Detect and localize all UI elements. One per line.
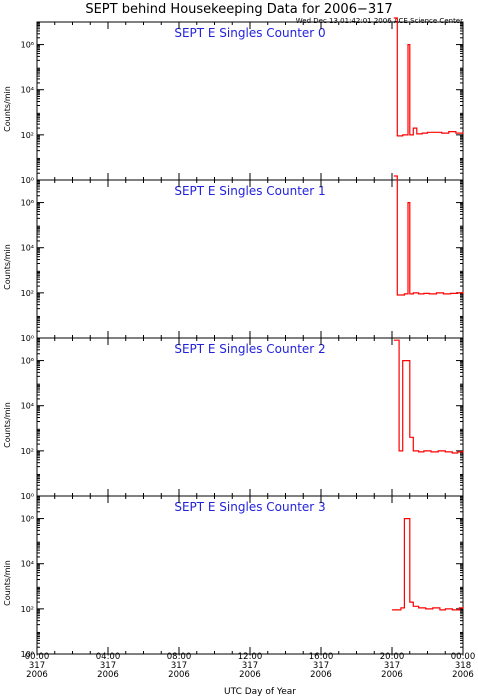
x-tick-text: 2006 — [239, 670, 261, 680]
x-tick-text: 2006 — [168, 670, 190, 680]
x-tick-text: 2006 — [381, 670, 403, 680]
y-tick-label: 10⁴ — [21, 560, 34, 569]
panel-frame — [36, 495, 464, 655]
y-tick-label: 10² — [21, 289, 34, 298]
panel-title: SEPT E Singles Counter 1 — [174, 184, 325, 198]
y-tick-label: 10⁴ — [21, 86, 34, 95]
panel-frame — [36, 21, 464, 181]
y-tick-label: 10⁶ — [21, 357, 34, 366]
x-tick-text: 317 — [313, 661, 329, 671]
y-tick-label: 10⁰ — [21, 176, 34, 185]
series-line — [392, 518, 464, 611]
panel-2: SEPT E Singles Counter 2 Counts/min 10⁰ 10²… — [3, 337, 464, 501]
panel-0: SEPT E Singles Counter 0 Counts/min 10⁰ 10²… — [3, 17, 464, 185]
x-tick-text: 317 — [242, 661, 258, 671]
x-tick-text: 04:00 — [96, 652, 121, 662]
x-tick-text: 08:00 — [167, 652, 192, 662]
y-tick-label: 10⁰ — [21, 492, 34, 501]
x-tick-text: 2006 — [26, 670, 48, 680]
panel-frame — [36, 179, 464, 339]
x-axis-label: UTC Day of Year — [224, 687, 296, 697]
x-axis: 00:00317200604:00317200608:00317200612:0… — [25, 652, 476, 680]
panel-title: SEPT E Singles Counter 0 — [174, 26, 325, 40]
y-tick-label: 10⁶ — [21, 41, 34, 50]
y-axis-label: Counts/min — [3, 86, 12, 132]
x-tick-text: 317 — [171, 661, 187, 671]
x-tick-text: 317 — [100, 661, 116, 671]
x-tick-text: 16:00 — [309, 652, 334, 662]
x-tick-text: 2006 — [97, 670, 119, 680]
panel-title: SEPT E Singles Counter 2 — [174, 342, 325, 356]
figure-title: SEPT behind Housekeeping Data for 2006−3… — [85, 2, 392, 17]
y-tick-label: 10⁶ — [21, 515, 34, 524]
x-tick-text: 20:00 — [380, 652, 405, 662]
y-tick-label: 10⁴ — [21, 244, 34, 253]
y-tick-label: 10⁶ — [21, 199, 34, 208]
y-tick-label: 10² — [21, 131, 34, 140]
x-tick-text: 2006 — [310, 670, 332, 680]
y-tick-label: 10² — [21, 447, 34, 456]
series-line — [393, 175, 464, 296]
y-tick-label: 10⁰ — [21, 334, 34, 343]
y-axis-label: Counts/min — [3, 560, 12, 606]
x-tick-text: 00:00 — [451, 652, 476, 662]
timestamp: Wed Dec 13 01:42:01 2006 ACE Science Cen… — [296, 17, 463, 25]
panel-3: SEPT E Singles Counter 3 Counts/min 10⁰ 10²… — [3, 495, 464, 659]
panel-title: SEPT E Singles Counter 3 — [174, 500, 325, 514]
y-tick-label: 10² — [21, 605, 34, 614]
x-tick-text: 2006 — [452, 670, 474, 680]
x-tick-text: 317 — [384, 661, 400, 671]
x-tick-text: 317 — [29, 661, 45, 671]
y-axis-label: Counts/min — [3, 402, 12, 448]
series-line — [393, 17, 464, 137]
y-tick-label: 10⁰ — [21, 650, 34, 659]
panels-group: SEPT E Singles Counter 0 Counts/min 10⁰ 10²… — [3, 17, 464, 659]
y-tick-label: 10⁴ — [21, 402, 34, 411]
x-tick-text: 12:00 — [238, 652, 263, 662]
x-tick-text: 318 — [455, 661, 471, 671]
x-tick-text: 00:00 — [25, 652, 50, 662]
y-axis-label: Counts/min — [3, 244, 12, 290]
series-line — [393, 339, 464, 454]
panel-1: SEPT E Singles Counter 1 Counts/min 10⁰ 10²… — [3, 175, 464, 343]
